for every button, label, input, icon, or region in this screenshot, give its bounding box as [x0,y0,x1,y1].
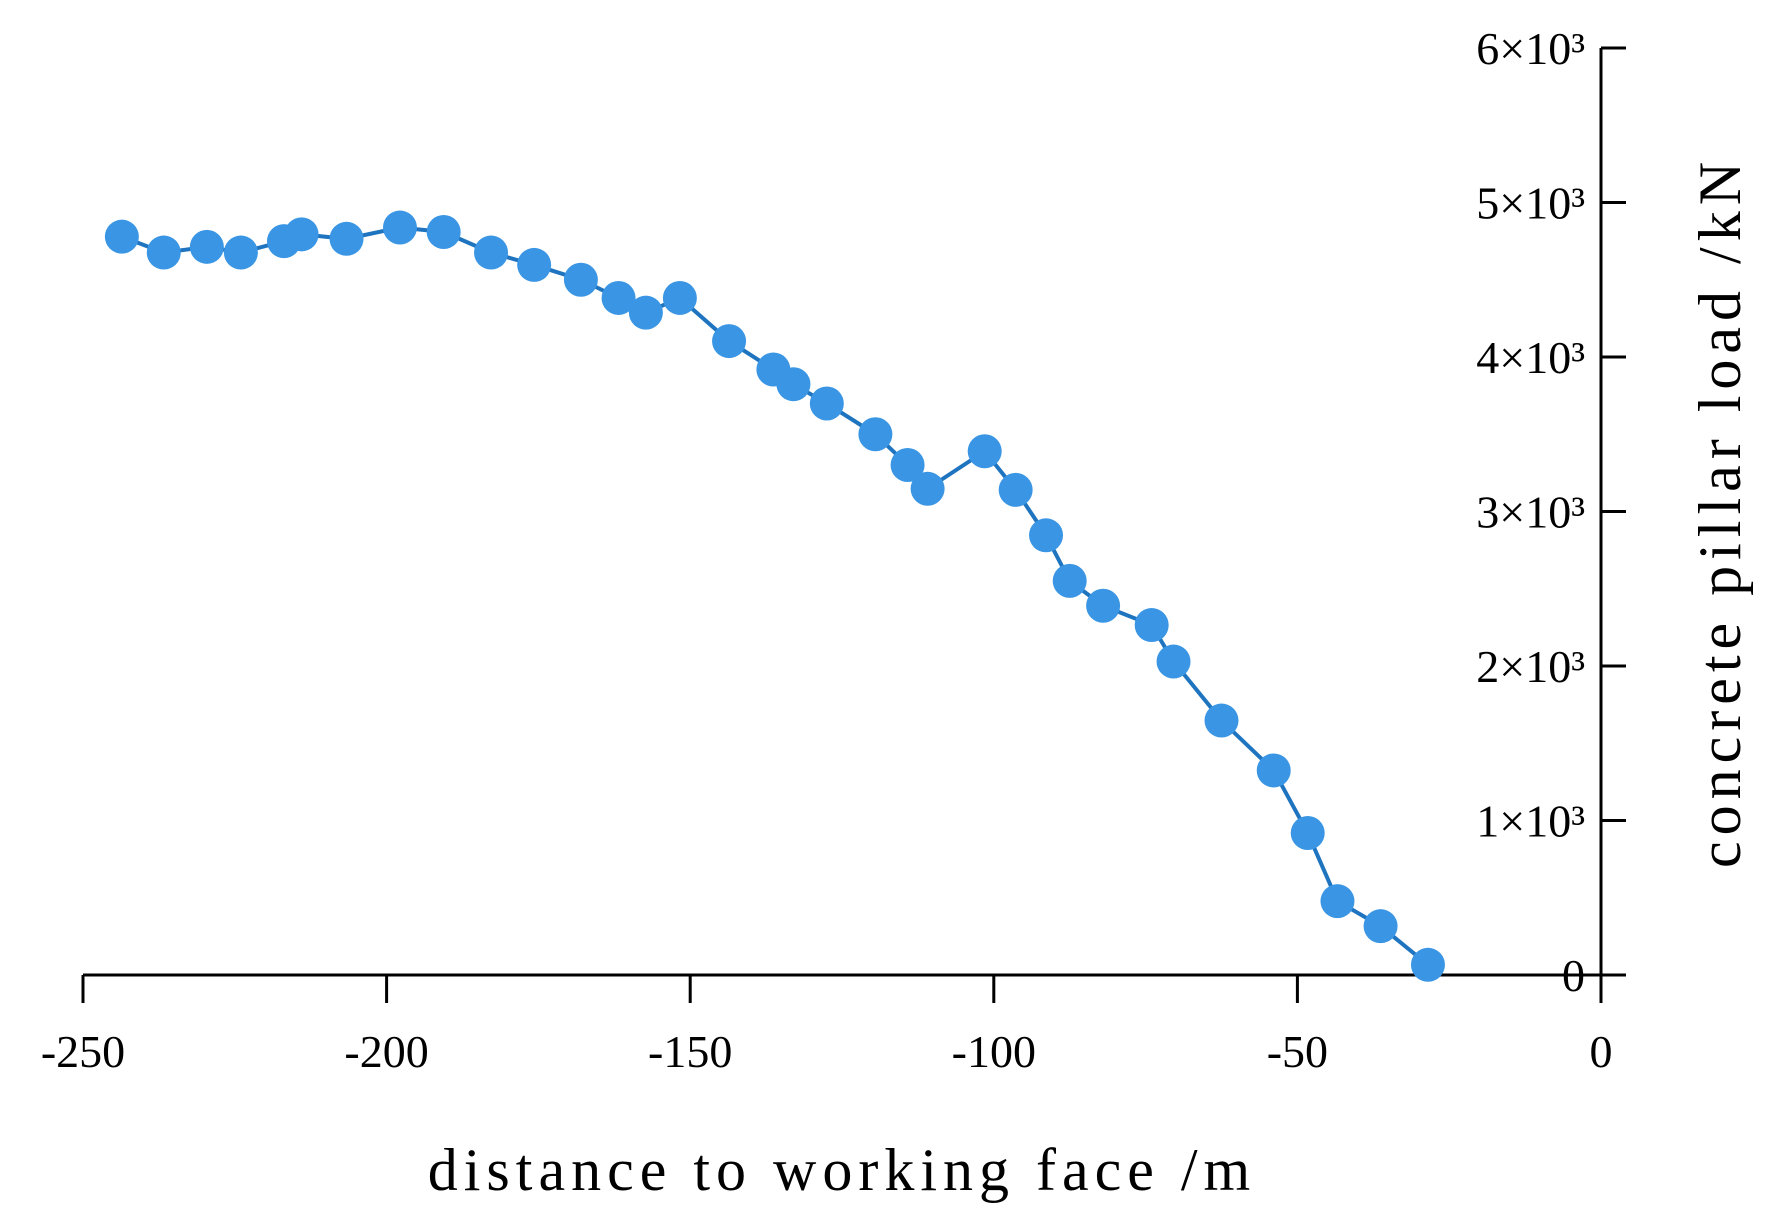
data-point [104,219,139,254]
x-tick-label: -200 [344,1026,428,1077]
data-point [1134,608,1169,643]
series-line [121,225,1430,967]
data-point [628,295,663,330]
data-point [146,235,181,270]
x-tick-label: -250 [41,1026,125,1077]
data-point [858,417,893,452]
data-point [284,217,319,252]
data-point [329,221,364,256]
data-point [1363,909,1398,944]
x-tick-label: 0 [1590,1026,1613,1077]
data-point [776,367,811,402]
data-point [382,210,417,245]
data-point [517,247,552,282]
x-tick-label: -100 [952,1026,1036,1077]
x-tick-label: -150 [648,1026,732,1077]
data-point [1156,644,1191,679]
y-tick-label: 3×10³ [1476,487,1585,538]
data-point [1029,518,1064,553]
data-point [189,229,224,264]
data-point [1256,753,1291,788]
data-point [967,434,1002,469]
data-point [1290,816,1325,851]
data-point [426,215,461,250]
data-point [712,324,747,359]
data-point [998,472,1033,507]
y-axis-title: concrete pillar load /kN [1687,156,1753,868]
x-axis-title: distance to working face /m [428,1137,1256,1203]
data-point [890,447,925,482]
data-point [563,262,598,297]
data-point [662,280,697,315]
data-point [809,386,844,421]
data-point [223,235,258,270]
data-point [1052,563,1087,598]
y-tick-label: 2×10³ [1476,641,1585,692]
data-point [1320,884,1355,919]
y-tick-label: 1×10³ [1476,796,1585,847]
data-point [1410,947,1445,982]
y-tick-label: 0 [1562,950,1585,1001]
y-tick-label: 4×10³ [1476,332,1585,383]
data-point [1204,703,1239,738]
data-point [910,471,945,506]
x-tick-label: -50 [1267,1026,1328,1077]
data-point [474,235,509,270]
data-point [601,280,636,315]
y-tick-label: 6×10³ [1476,23,1585,74]
y-tick-label: 5×10³ [1476,178,1585,229]
data-point [1086,588,1121,623]
